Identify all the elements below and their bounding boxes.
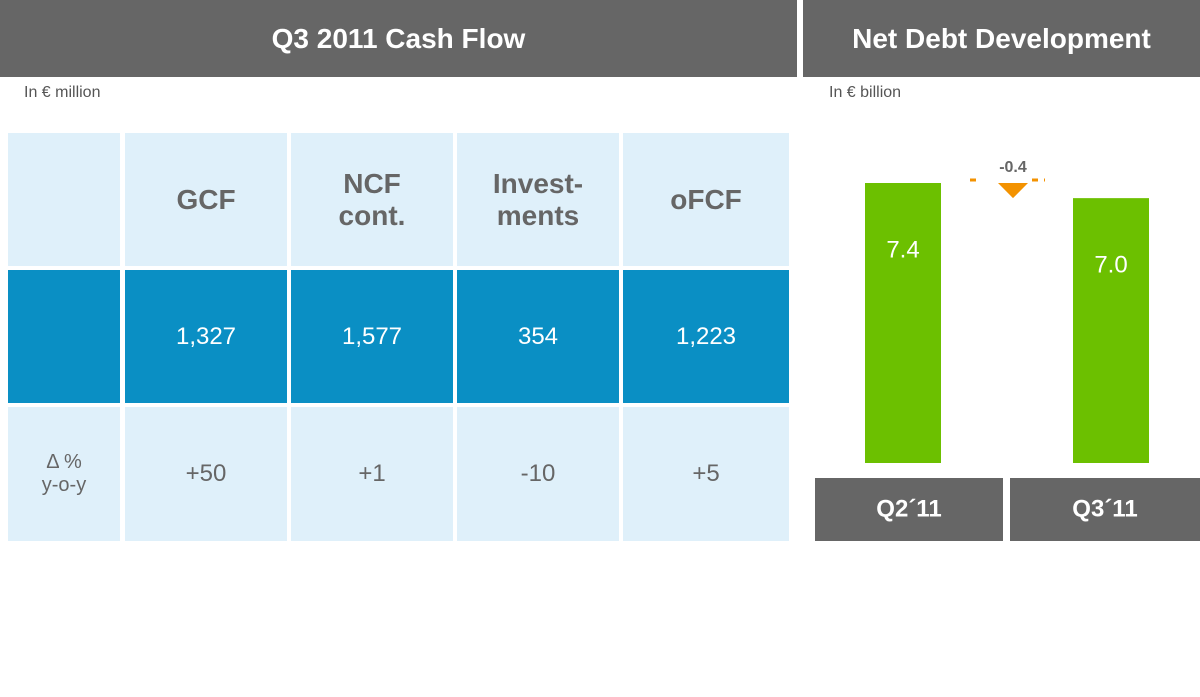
left-title: Q3 2011 Cash Flow — [0, 0, 797, 77]
row-label: Δ % y-o-y — [8, 407, 120, 541]
x-tick-label: Q3´11 — [1072, 495, 1137, 522]
table-cell: 1,223 — [623, 270, 789, 403]
table-cell: +50 — [125, 407, 287, 541]
header-cell: NCF cont. — [291, 133, 453, 266]
x-tick-label: Q2´11 — [876, 495, 941, 522]
table-cell: -10 — [457, 407, 619, 541]
header-cell — [8, 133, 120, 266]
left-unit: In € million — [24, 84, 101, 101]
value-label: 7.0 — [1094, 251, 1127, 278]
row-label — [8, 270, 120, 403]
category-band — [815, 478, 1003, 541]
bar — [1073, 198, 1149, 463]
change-marker — [998, 183, 1028, 199]
header-cell: oFCF — [623, 133, 789, 266]
value-label: 7.4 — [886, 236, 919, 263]
table-cell: +1 — [291, 407, 453, 541]
bar — [865, 183, 941, 463]
table-cell: 1,327 — [125, 270, 287, 403]
header-cell: Invest- ments — [457, 133, 619, 266]
right-title: Net Debt Development — [803, 0, 1200, 77]
table-cell: 1,577 — [291, 270, 453, 403]
table-cell: 354 — [457, 270, 619, 403]
header-cell: GCF — [125, 133, 287, 266]
table-cell: +5 — [623, 407, 789, 541]
right-unit: In € billion — [829, 84, 902, 101]
category-band — [1010, 478, 1200, 541]
change-label: -0.4 — [999, 159, 1027, 176]
